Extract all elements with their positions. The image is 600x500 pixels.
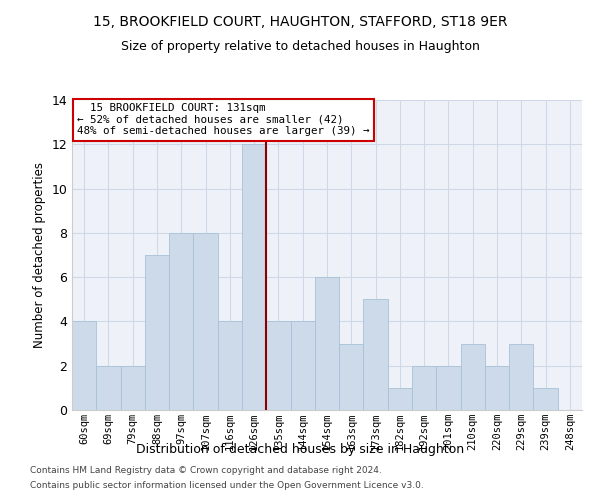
Bar bbox=[193, 233, 218, 410]
Bar bbox=[364, 300, 388, 410]
Bar bbox=[72, 322, 96, 410]
Bar bbox=[242, 144, 266, 410]
Bar bbox=[145, 255, 169, 410]
Bar bbox=[290, 322, 315, 410]
Bar bbox=[121, 366, 145, 410]
Text: Size of property relative to detached houses in Haughton: Size of property relative to detached ho… bbox=[121, 40, 479, 53]
Bar bbox=[218, 322, 242, 410]
Bar bbox=[315, 277, 339, 410]
Text: 15, BROOKFIELD COURT, HAUGHTON, STAFFORD, ST18 9ER: 15, BROOKFIELD COURT, HAUGHTON, STAFFORD… bbox=[93, 15, 507, 29]
Bar bbox=[509, 344, 533, 410]
Bar bbox=[266, 322, 290, 410]
Bar bbox=[388, 388, 412, 410]
Bar bbox=[461, 344, 485, 410]
Y-axis label: Number of detached properties: Number of detached properties bbox=[33, 162, 46, 348]
Bar bbox=[412, 366, 436, 410]
Text: Contains public sector information licensed under the Open Government Licence v3: Contains public sector information licen… bbox=[30, 481, 424, 490]
Bar bbox=[96, 366, 121, 410]
Text: Distribution of detached houses by size in Haughton: Distribution of detached houses by size … bbox=[136, 442, 464, 456]
Text: Contains HM Land Registry data © Crown copyright and database right 2024.: Contains HM Land Registry data © Crown c… bbox=[30, 466, 382, 475]
Text: 15 BROOKFIELD COURT: 131sqm
← 52% of detached houses are smaller (42)
48% of sem: 15 BROOKFIELD COURT: 131sqm ← 52% of det… bbox=[77, 103, 370, 136]
Bar bbox=[436, 366, 461, 410]
Bar bbox=[169, 233, 193, 410]
Bar bbox=[485, 366, 509, 410]
Bar bbox=[339, 344, 364, 410]
Bar bbox=[533, 388, 558, 410]
